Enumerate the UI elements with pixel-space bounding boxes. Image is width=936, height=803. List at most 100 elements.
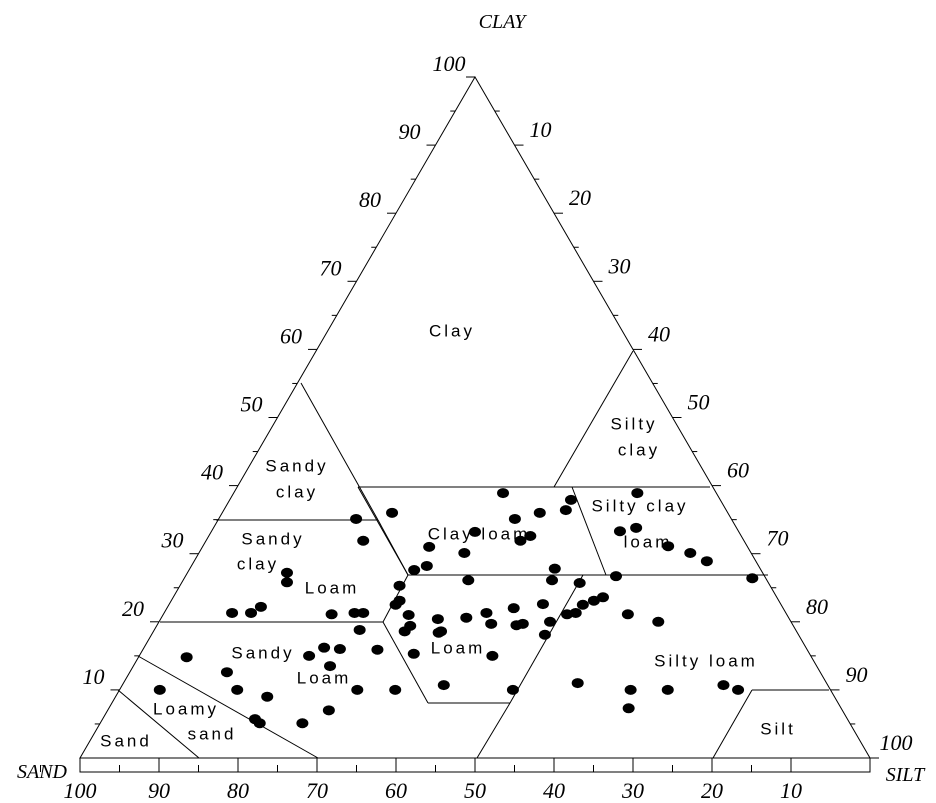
sand-tick-label: 20	[701, 778, 723, 803]
data-point	[357, 535, 370, 546]
data-point	[684, 548, 697, 559]
data-point	[652, 616, 665, 627]
region-label: Sandy	[241, 529, 304, 548]
sand-tick-label: 70	[306, 778, 328, 803]
data-point	[458, 548, 471, 559]
data-point	[536, 599, 549, 610]
region-label: Silt	[760, 719, 796, 738]
region-label: clay	[276, 482, 318, 501]
data-point	[548, 563, 561, 574]
region-labels: Clay Silty clay Sandy clay Clay loam Sil…	[100, 321, 796, 750]
data-point	[231, 684, 244, 695]
sand-tick-label: 80	[227, 778, 249, 803]
data-point	[350, 513, 363, 524]
region-label: Sandy	[231, 643, 294, 662]
sand-tick-label: 40	[543, 778, 565, 803]
data-point	[624, 684, 637, 695]
clay-tick-label: 20	[122, 596, 144, 621]
region-label: Silty loam	[654, 651, 758, 670]
region-label: Loamy	[153, 699, 219, 718]
silt-axis-title: SILT	[886, 764, 926, 786]
clay-tick-label: 70	[320, 255, 342, 280]
clay-axis-title: CLAY	[479, 11, 528, 33]
data-point	[510, 620, 523, 631]
data-point	[420, 560, 433, 571]
data-point	[460, 612, 473, 623]
data-point	[538, 629, 551, 640]
data-point	[506, 684, 519, 695]
data-point	[245, 607, 258, 618]
sand-tick-label: 10	[780, 778, 802, 803]
data-point	[423, 541, 436, 552]
data-point	[469, 526, 481, 537]
data-point	[630, 522, 643, 533]
data-point	[486, 650, 499, 661]
data-point	[524, 530, 537, 541]
data-point	[746, 573, 759, 584]
data-point	[662, 541, 675, 552]
silt-tick-label: 80	[806, 594, 828, 619]
data-point	[622, 703, 635, 714]
data-point	[351, 684, 364, 695]
data-point	[700, 556, 713, 567]
data-point	[717, 680, 730, 691]
data-point	[180, 652, 193, 663]
clay-tick-label: 30	[161, 528, 184, 553]
region-label: Loam	[297, 668, 352, 687]
data-point	[507, 603, 520, 614]
clay-tick-label: 40	[201, 460, 223, 485]
silt-tick-label: 70	[767, 526, 789, 551]
data-point	[398, 626, 411, 637]
data-point	[371, 644, 384, 655]
data-point	[485, 618, 498, 629]
sand-tick-label: 60	[385, 778, 407, 803]
data-point	[508, 513, 521, 524]
silt-tick-label: 50	[688, 390, 710, 415]
data-point	[610, 571, 623, 582]
silt-tick-label: 90	[846, 662, 868, 687]
region-label: Silty	[610, 414, 657, 433]
data-point	[296, 718, 309, 729]
data-point	[596, 592, 609, 603]
data-point	[573, 577, 586, 588]
data-point	[318, 642, 331, 653]
data-point	[571, 678, 584, 689]
data-point	[333, 644, 346, 655]
clay-tick-label: 50	[241, 392, 263, 417]
clay-tick-label: 100	[433, 51, 466, 76]
data-point	[533, 507, 546, 518]
data-point	[254, 601, 267, 612]
sand-tick-label: 30	[621, 778, 644, 803]
data-point	[402, 609, 415, 620]
region-label: Silty clay	[591, 496, 688, 515]
data-point	[514, 535, 527, 546]
data-point	[435, 626, 448, 637]
data-point	[393, 580, 406, 591]
data-point	[322, 705, 335, 716]
region-label: Sand	[100, 731, 152, 750]
region-label: Loam	[431, 638, 486, 657]
data-point	[261, 691, 274, 702]
clay-tick-label: 80	[359, 187, 381, 212]
clay-tick-label: 10	[83, 664, 105, 689]
silt-tick-label: 40	[648, 321, 670, 346]
region-label: Loam	[305, 578, 360, 597]
silt-tick-label: 60	[727, 458, 749, 483]
region-label: loam	[624, 532, 673, 551]
data-point	[408, 565, 421, 576]
sand-tick-label: 100	[64, 778, 97, 803]
data-point	[561, 609, 574, 620]
data-point	[564, 494, 577, 505]
region-boundaries	[117, 350, 829, 759]
data-point	[544, 616, 557, 627]
data-point	[357, 607, 370, 618]
data-point	[631, 488, 644, 499]
data-point	[220, 667, 233, 678]
data-point	[462, 575, 475, 586]
data-point	[353, 624, 366, 635]
data-point	[559, 505, 572, 516]
region-label: clay	[618, 440, 660, 459]
data-point	[348, 607, 361, 618]
data-point	[389, 599, 402, 610]
